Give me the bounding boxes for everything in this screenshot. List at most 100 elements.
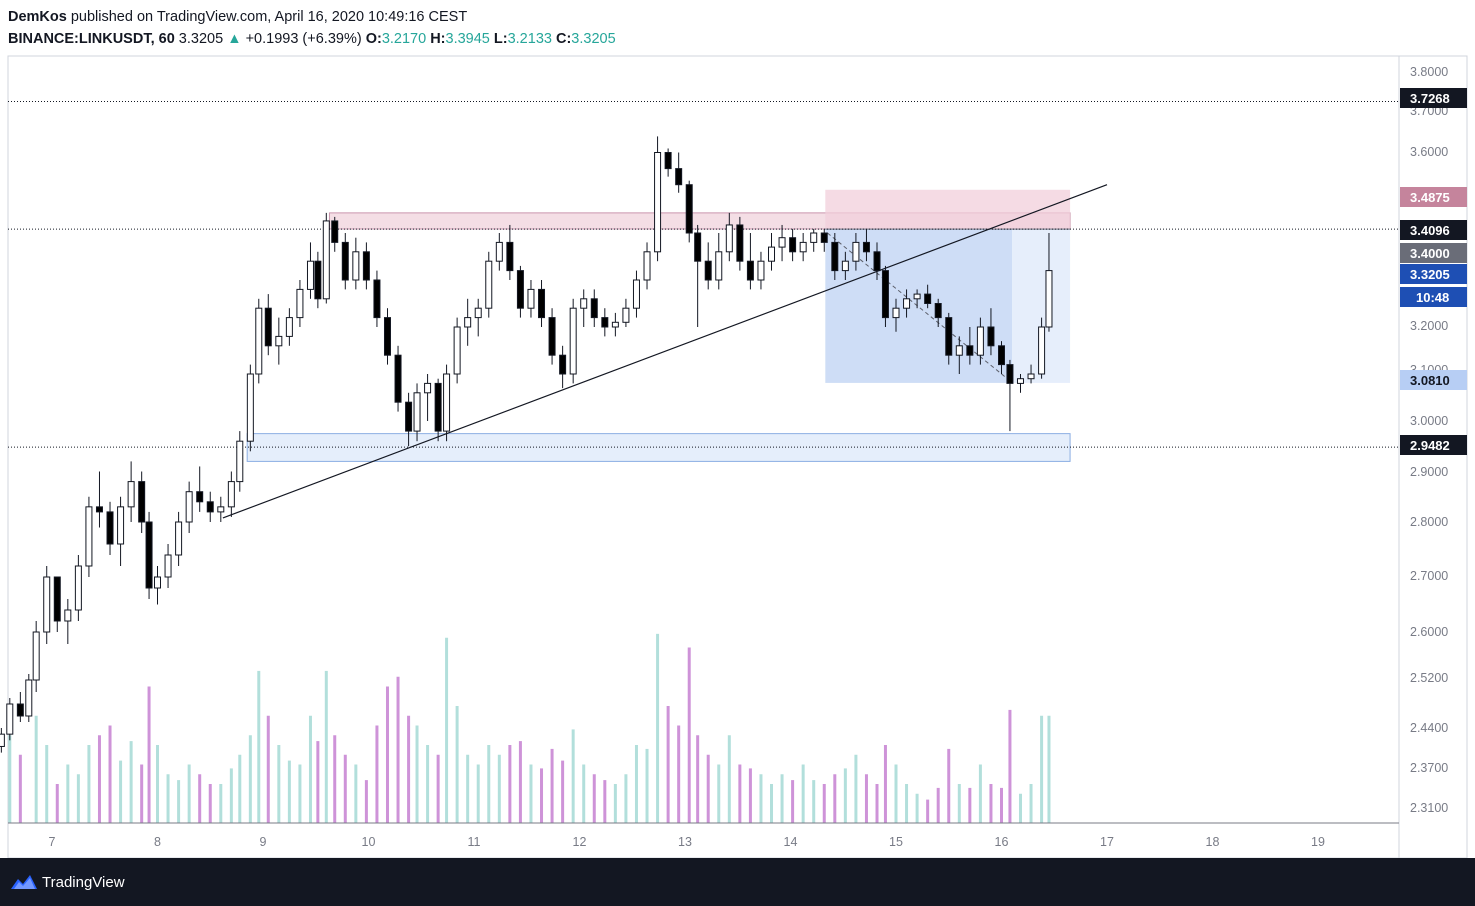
candle <box>424 374 432 421</box>
candle <box>453 317 461 384</box>
candle <box>331 216 339 252</box>
candle-body <box>16 703 24 717</box>
volume-bar <box>156 745 159 823</box>
candle <box>285 308 293 346</box>
volume-bar <box>266 715 270 823</box>
candle <box>6 698 14 741</box>
candle <box>632 270 640 318</box>
volume-bar <box>364 780 368 823</box>
volume-bar <box>396 676 400 823</box>
price-tag-bg <box>1400 264 1467 284</box>
candle-body <box>873 251 881 272</box>
price-chart[interactable]: 3.80003.70003.60003.50003.40003.30003.20… <box>0 0 1475 858</box>
volume-bar <box>208 784 212 823</box>
candle <box>53 576 61 632</box>
candle <box>443 364 451 442</box>
time-tick-label: 8 <box>154 835 161 849</box>
candle-body <box>196 491 204 503</box>
candle <box>405 392 413 447</box>
candle-body <box>913 293 921 300</box>
candle-body <box>725 224 733 253</box>
volume-bar <box>455 706 459 823</box>
volume-bar <box>561 760 565 823</box>
candle <box>127 461 135 522</box>
candle-body <box>145 521 153 589</box>
volume-bar <box>129 741 133 823</box>
candle <box>704 242 712 290</box>
time-tick-label: 13 <box>678 835 692 849</box>
price-tick-label: 3.2000 <box>1410 319 1448 333</box>
candle-body <box>820 232 828 243</box>
volume-bar <box>1000 787 1003 823</box>
time-axis[interactable]: 7 8 9 10 11 12 13 14 15 16 17 18 19 <box>8 822 1399 849</box>
volume-bar <box>18 754 22 823</box>
volume-bar <box>738 764 742 823</box>
time-tick-label: 7 <box>49 835 56 849</box>
price-tick-label: 3.8000 <box>1410 65 1448 79</box>
time-tick-label: 15 <box>889 835 903 849</box>
volume-bar <box>791 780 795 823</box>
candle <box>903 289 911 318</box>
candle <box>862 228 870 262</box>
candle-body <box>341 241 349 281</box>
candle-body <box>154 576 161 589</box>
candle-body <box>768 246 776 262</box>
tradingview-logo-icon[interactable] <box>10 873 38 891</box>
candle-body <box>987 326 995 347</box>
ohlc-line: BINANCE:LINKUSDT, 60 3.3205 ▲ +0.1993 (+… <box>8 28 1468 50</box>
volume-bar <box>706 754 710 823</box>
candle <box>434 378 442 442</box>
volume-bar <box>915 793 919 823</box>
volume-bar <box>687 647 691 823</box>
volume-bar <box>957 784 961 823</box>
candle-body <box>736 224 744 262</box>
time-tick-label: 10 <box>362 835 376 849</box>
candle-body <box>516 270 524 309</box>
volume-bar <box>248 735 252 823</box>
candle-body <box>164 554 172 578</box>
volume-bar <box>854 754 858 823</box>
volume-bar <box>540 768 544 823</box>
volume-bar <box>177 780 181 823</box>
candle <box>580 289 588 327</box>
author-name[interactable]: DemKos <box>8 9 67 25</box>
candle-body <box>106 511 114 545</box>
candle <box>715 233 723 290</box>
price-tick-label: 2.4400 <box>1410 721 1448 735</box>
candle-body <box>841 260 849 272</box>
candle-body <box>810 232 818 243</box>
candle <box>85 496 93 577</box>
volume-bar <box>219 784 223 823</box>
candle <box>675 152 683 193</box>
volume-bar <box>287 760 291 823</box>
time-tick-label: 9 <box>260 835 267 849</box>
volume-bar <box>780 774 784 823</box>
change-arrow-icon: ▲ <box>227 31 242 47</box>
high-value: 3.3945 <box>445 31 490 47</box>
candle-body <box>322 220 330 300</box>
volume-bar <box>717 764 721 823</box>
candle-body <box>383 317 391 356</box>
volume-bar <box>316 741 320 823</box>
candle <box>25 674 33 722</box>
candle-body <box>664 152 672 170</box>
volume-bar <box>436 754 440 823</box>
volume-bar <box>108 725 112 823</box>
volume-bar <box>257 670 261 823</box>
candle <box>264 294 272 356</box>
candle-body <box>206 501 214 513</box>
candle <box>296 280 304 327</box>
candle <box>196 466 204 512</box>
price-tag-bg <box>1400 187 1467 207</box>
candle <box>852 233 860 271</box>
low-label: L: <box>493 31 508 47</box>
candle-body <box>757 260 765 281</box>
candle <box>976 317 984 365</box>
candle-body <box>569 307 577 375</box>
candle-body <box>485 260 493 309</box>
candle-body <box>1045 270 1053 328</box>
tradingview-brand[interactable]: TradingView <box>42 874 125 891</box>
price-change: +0.1993 (+6.39%) <box>245 31 362 47</box>
volume-bar <box>634 745 638 823</box>
candle-body <box>255 307 263 375</box>
